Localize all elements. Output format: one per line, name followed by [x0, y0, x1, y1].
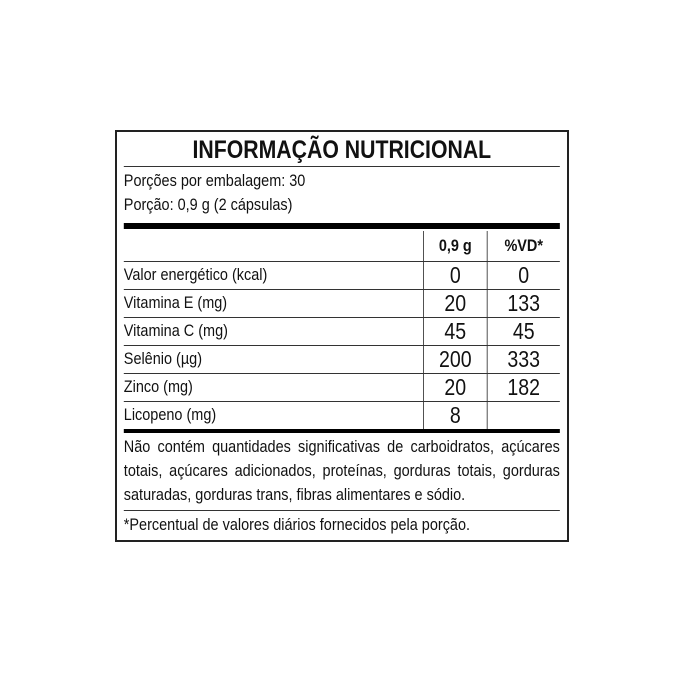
footnote: *Percentual de valores diários fornecido… [123, 515, 471, 534]
label-title: INFORMAÇÃO NUTRICIONAL [192, 136, 492, 164]
nutrient-amount: 8 [423, 402, 487, 429]
table-row: Vitamina E (mg) 20 133 [123, 289, 560, 317]
not-significant-note: Não contém quantidades significativas de… [123, 437, 560, 504]
header-nutrient [124, 231, 423, 261]
nutrient-dv [486, 402, 560, 429]
table-row: Valor energético (kcal) 0 0 [123, 261, 560, 289]
table-row: Selênio (µg) 200 333 [123, 345, 560, 373]
servings-per-package: Porções por embalagem: 30 [123, 171, 306, 190]
nutrient-dv: 133 [486, 290, 560, 317]
nutrient-name: Vitamina E (mg) [123, 293, 228, 312]
nutrient-dv: 45 [486, 318, 560, 345]
thick-divider [123, 223, 560, 229]
nutrient-amount: 20 [423, 290, 487, 317]
header-dv: %VD* [486, 231, 560, 261]
nutrient-amount: 0 [423, 262, 487, 289]
nutrient-name: Vitamina C (mg) [123, 321, 228, 340]
serving-size: Porção: 0,9 g (2 cápsulas) [123, 195, 293, 214]
nutrient-amount: 45 [423, 318, 487, 345]
nutrient-dv: 182 [486, 374, 560, 401]
thick-divider [123, 429, 560, 433]
table-header: 0,9 g %VD* [124, 231, 560, 261]
divider [123, 166, 560, 167]
nutrient-name: Licopeno (mg) [123, 405, 217, 424]
table-row: Vitamina C (mg) 45 45 [123, 317, 560, 345]
table-row: Licopeno (mg) 8 [123, 401, 560, 429]
nutrition-facts-label: INFORMAÇÃO NUTRICIONAL Porções por embal… [115, 130, 569, 542]
nutrient-name: Selênio (µg) [123, 349, 203, 368]
nutrient-amount: 200 [423, 346, 487, 373]
table-row: Zinco (mg) 20 182 [123, 373, 560, 401]
nutrient-table: 0,9 g %VD* Valor energético (kcal) 0 0 V… [123, 231, 560, 429]
header-amount: 0,9 g [423, 231, 487, 261]
nutrient-name: Zinco (mg) [123, 377, 193, 396]
nutrient-dv: 0 [486, 262, 560, 289]
nutrient-amount: 20 [423, 374, 487, 401]
nutrient-dv: 333 [486, 346, 560, 373]
nutrient-name: Valor energético (kcal) [123, 265, 268, 284]
divider [123, 510, 560, 511]
